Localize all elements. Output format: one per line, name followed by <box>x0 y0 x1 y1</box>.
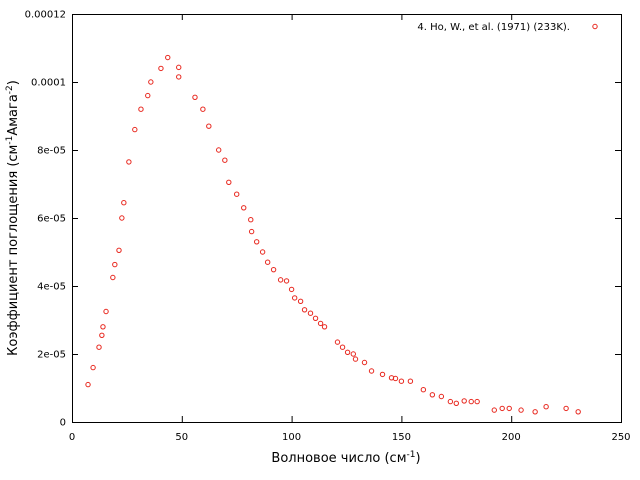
data-point <box>438 393 445 400</box>
data-point <box>420 387 427 393</box>
data-point <box>126 159 132 165</box>
data-point <box>532 409 538 415</box>
data-point <box>468 398 474 405</box>
data-point <box>563 405 569 412</box>
data-point <box>119 215 125 221</box>
y-tick-label: 8e-05 <box>37 146 66 157</box>
legend-marker <box>592 23 598 30</box>
data-point <box>407 378 414 384</box>
data-point <box>518 407 524 413</box>
data-points <box>85 54 581 415</box>
data-point <box>148 79 154 85</box>
data-point <box>248 217 254 223</box>
data-point <box>447 398 454 405</box>
data-point <box>176 74 182 80</box>
y-tick-label: 2e-05 <box>37 350 66 361</box>
data-point <box>264 259 271 265</box>
data-point <box>398 378 405 384</box>
data-point <box>361 359 368 366</box>
data-point <box>241 205 247 211</box>
data-point <box>165 54 171 61</box>
legend: 4. Ho, W., et al. (1971) (233K). <box>417 22 598 33</box>
data-point <box>116 247 122 254</box>
y-tick-label: 6e-05 <box>37 214 66 225</box>
legend-label: 4. Ho, W., et al. (1971) (233K). <box>417 22 570 33</box>
y-axis-ticks: 0 2e-05 4e-05 6e-05 8e-05 0.0001 0.00012 <box>25 10 621 429</box>
plot-frame <box>72 14 622 423</box>
data-point <box>392 375 399 382</box>
data-point <box>277 277 284 283</box>
data-point <box>379 371 386 378</box>
data-point <box>112 261 118 268</box>
y-tick-label: 0.0001 <box>31 78 66 89</box>
x-axis-ticks: 0 50 100 150 200 250 <box>69 14 631 443</box>
data-point <box>499 405 505 412</box>
data-point <box>453 400 459 406</box>
x-tick-label: 200 <box>502 432 521 443</box>
data-point <box>368 368 375 374</box>
data-point <box>301 307 308 313</box>
data-point <box>90 364 96 371</box>
x-tick-label: 100 <box>282 432 301 443</box>
data-point <box>307 310 314 316</box>
y-axis-title: Коэффициент поглощения (см-1Амага-2) <box>5 80 21 356</box>
y-tick-label: 4e-05 <box>37 282 66 293</box>
x-tick-label: 250 <box>611 432 630 443</box>
data-point <box>248 228 255 235</box>
data-point <box>96 344 102 350</box>
data-point <box>215 147 222 153</box>
data-point <box>575 409 581 415</box>
data-point <box>350 351 357 357</box>
data-point <box>138 106 144 112</box>
data-point <box>288 286 295 293</box>
data-point <box>176 64 182 71</box>
data-point <box>192 94 198 101</box>
data-point <box>339 344 346 350</box>
x-tick-label: 50 <box>175 432 188 443</box>
data-point <box>121 200 127 206</box>
data-point <box>491 407 497 413</box>
data-point <box>132 126 138 133</box>
data-point <box>344 349 351 355</box>
data-point <box>259 249 266 255</box>
data-point <box>283 278 290 284</box>
data-point <box>270 266 277 273</box>
data-point <box>158 65 164 72</box>
data-point <box>506 405 512 412</box>
y-tick-label: 0 <box>60 418 66 429</box>
data-point <box>461 398 467 404</box>
data-point <box>110 274 116 281</box>
data-point <box>334 339 341 345</box>
data-point <box>352 356 359 362</box>
data-point <box>200 106 206 112</box>
y-tick-label: 0.00012 <box>25 10 66 21</box>
data-point <box>317 320 324 327</box>
data-point <box>297 298 304 304</box>
data-point <box>222 157 228 163</box>
data-point <box>429 392 436 398</box>
x-tick-label: 150 <box>392 432 411 443</box>
data-point <box>543 404 549 410</box>
data-point <box>474 398 480 405</box>
x-axis-title: Волновое число (см-1) <box>271 450 420 466</box>
data-point <box>226 179 232 186</box>
data-point <box>234 191 240 197</box>
data-point <box>253 239 260 245</box>
data-point <box>312 315 319 321</box>
data-point <box>103 308 109 315</box>
data-point <box>291 295 298 301</box>
data-point <box>99 332 105 338</box>
data-point <box>206 123 212 129</box>
data-point <box>145 92 151 99</box>
x-tick-label: 0 <box>69 432 75 443</box>
data-point <box>85 381 91 388</box>
data-point <box>100 324 106 330</box>
data-point <box>321 324 328 330</box>
